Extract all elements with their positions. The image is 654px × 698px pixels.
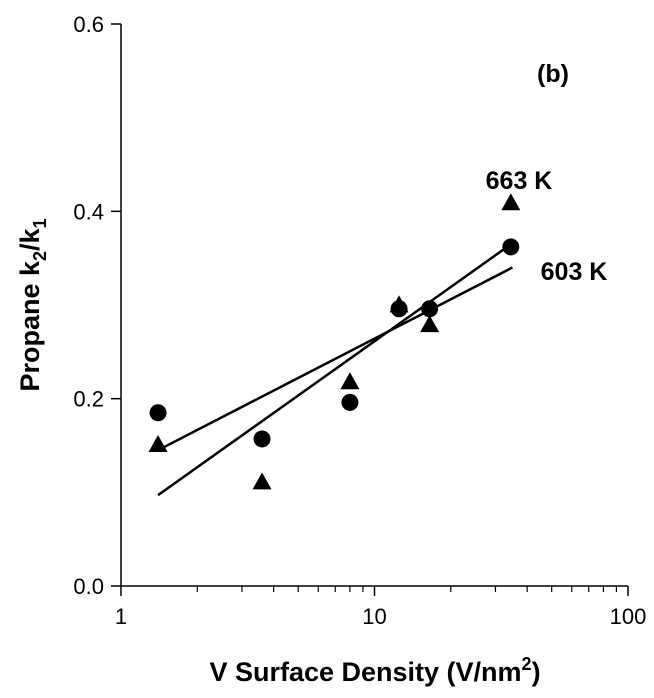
x-tick-label: 10 xyxy=(362,604,386,629)
data-point-triangle xyxy=(252,472,272,490)
data-point-circle xyxy=(253,430,271,448)
data-point-circle xyxy=(421,300,439,318)
series-label-663k: 663 K xyxy=(486,167,553,195)
fit-line xyxy=(157,242,514,497)
fit-lines xyxy=(157,242,514,497)
data-points xyxy=(148,193,521,490)
x-tick-label: 100 xyxy=(610,604,647,629)
data-point-triangle xyxy=(340,372,360,390)
data-point-triangle xyxy=(501,193,521,211)
y-tick-label: 0.6 xyxy=(73,12,104,37)
x-axis-title: V Surface Density (V/nm2) xyxy=(209,654,540,687)
data-point-triangle xyxy=(389,295,409,313)
y-tick-label: 0.0 xyxy=(73,574,104,599)
data-point-circle xyxy=(502,238,520,256)
data-point-circle xyxy=(341,393,359,411)
series-label-603k: 603 K xyxy=(541,258,608,286)
data-point-triangle xyxy=(420,315,440,333)
data-point-circle xyxy=(149,404,167,422)
y-tick-label: 0.4 xyxy=(73,199,104,224)
panel-label: (b) xyxy=(537,60,569,88)
fit-line xyxy=(157,266,513,452)
axis-ticks: 0.0 0.2 0.4 0.6 1 10 100 xyxy=(73,12,646,629)
y-tick-label: 0.2 xyxy=(73,387,104,412)
y-axis-title: Propane k2/k1 xyxy=(15,218,50,391)
data-point-triangle xyxy=(148,434,168,452)
x-tick-label: 1 xyxy=(115,604,127,629)
